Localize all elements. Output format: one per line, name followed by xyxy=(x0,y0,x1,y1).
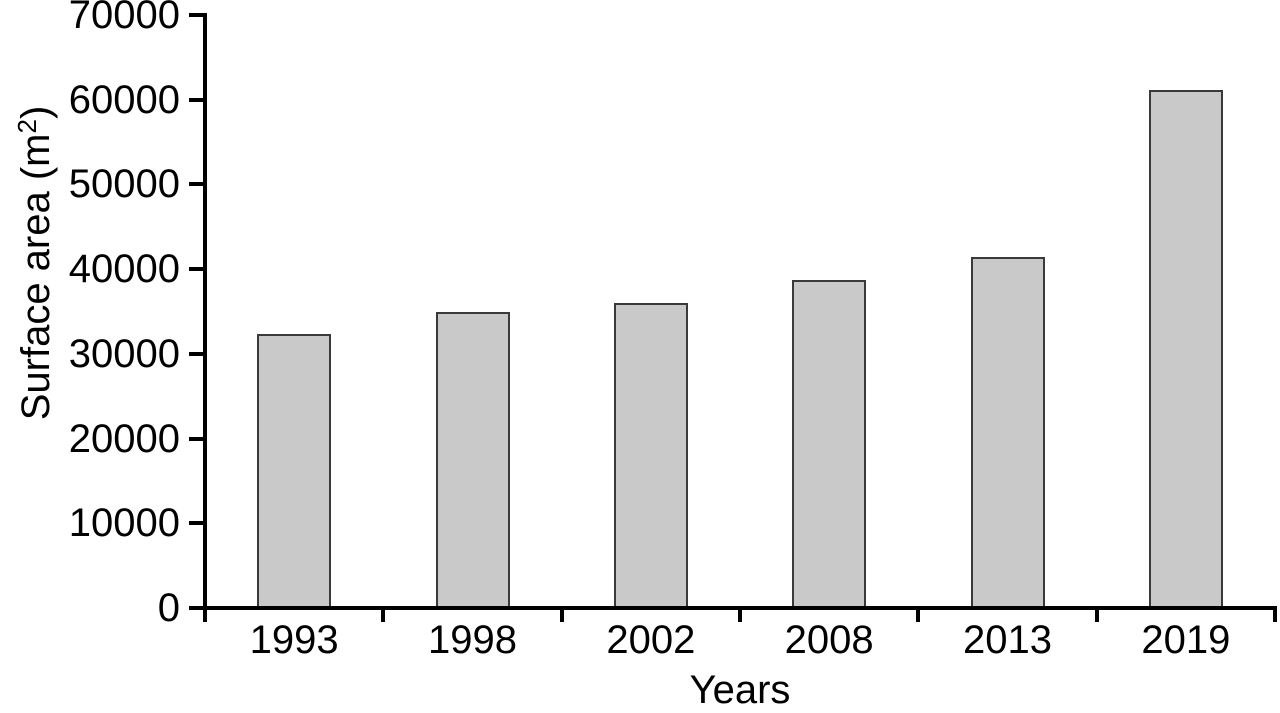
bar-2008 xyxy=(792,280,867,608)
y-axis-title-superscript: 2 xyxy=(12,119,42,134)
x-tick-label: 1993 xyxy=(249,618,339,662)
x-tick-label: 1998 xyxy=(428,618,517,662)
x-tick-mark xyxy=(559,606,564,622)
x-tick-label: 2019 xyxy=(1141,618,1231,662)
y-tick-mark xyxy=(189,267,205,272)
y-tick-mark xyxy=(189,97,205,102)
y-tick-label: 0 xyxy=(157,586,180,630)
bar-2013 xyxy=(970,257,1045,608)
x-tick-label: 2002 xyxy=(606,618,696,662)
bar-1993 xyxy=(257,334,332,608)
y-tick-label: 10000 xyxy=(68,501,180,546)
y-tick-mark xyxy=(189,182,205,187)
y-tick-mark xyxy=(189,351,205,356)
y-tick-label: 70000 xyxy=(68,0,180,37)
x-tick-label: 2008 xyxy=(784,618,874,662)
x-tick-mark xyxy=(1094,606,1099,622)
y-tick-label: 60000 xyxy=(68,77,180,122)
y-tick-mark xyxy=(189,13,205,17)
x-tick-mark xyxy=(738,606,742,622)
y-tick-label: 20000 xyxy=(68,416,180,461)
x-tick-mark xyxy=(916,606,921,622)
x-tick-mark xyxy=(203,606,207,622)
y-tick-mark xyxy=(189,606,205,610)
bar-2019 xyxy=(1148,89,1223,608)
y-tick-label: 40000 xyxy=(68,247,180,292)
y-tick-mark xyxy=(189,436,205,441)
x-tick-label: 2013 xyxy=(963,618,1052,662)
x-axis-title: Years xyxy=(689,668,791,712)
y-axis-line xyxy=(203,13,207,622)
x-tick-mark xyxy=(381,606,386,622)
y-tick-label: 50000 xyxy=(68,162,180,207)
y-tick-label: 30000 xyxy=(68,331,180,376)
x-tick-mark xyxy=(1273,606,1277,622)
bar-2002 xyxy=(613,303,688,608)
y-tick-mark xyxy=(189,521,205,526)
bar-1998 xyxy=(435,311,510,608)
